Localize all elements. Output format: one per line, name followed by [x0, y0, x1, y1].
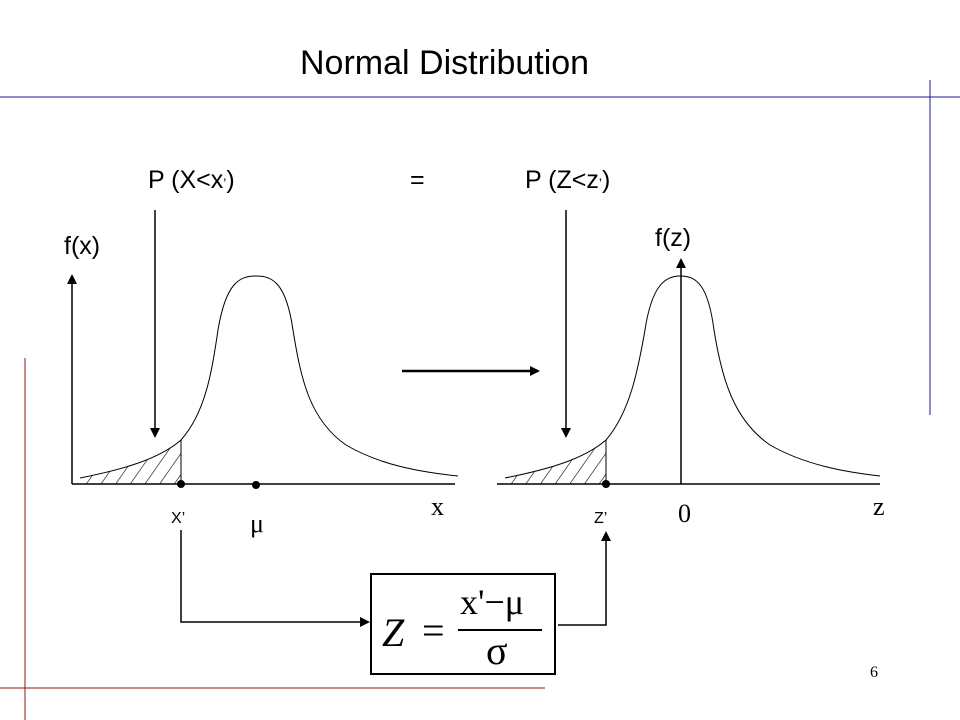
formula-denominator: σ: [486, 628, 508, 673]
left-bell-curve: [79, 275, 459, 479]
equals-sign: =: [410, 166, 425, 194]
left-y-axis-label: f(x): [64, 232, 101, 260]
mean-label: μ: [250, 509, 264, 538]
probability-x-main: P (X<x: [148, 166, 224, 194]
x-to-formula-connector: [180, 530, 370, 627]
z-prime-label: Z’: [594, 510, 608, 527]
slide-title: Normal Distribution: [300, 44, 590, 82]
formula-to-z-connector: [558, 531, 611, 626]
x-prime-point: [177, 480, 185, 488]
probability-x: P (X<x’): [148, 166, 235, 195]
right-bell-curve: [504, 275, 881, 479]
formula-numerator: x'−μ: [460, 582, 525, 622]
probability-z-prime: ’: [598, 176, 602, 191]
formula-lhs: Z: [382, 610, 405, 655]
z-prime-point: [602, 480, 610, 488]
formula-equals: =: [422, 608, 445, 653]
x-prime-label: X’: [171, 510, 186, 527]
right-x-axis-label: z: [873, 492, 885, 521]
probability-x-prime: ’: [223, 176, 227, 191]
formula-fraction-bar: [458, 629, 542, 631]
left-shaded-tail: [80, 440, 181, 484]
z-score-formula-box: Z = x'−μ σ: [370, 573, 556, 675]
probability-z-main: P (Z<z: [525, 166, 599, 194]
probability-z: P (Z<z’): [525, 166, 610, 195]
right-origin-label: 0: [678, 499, 691, 528]
right-y-axis-label: f(z): [655, 224, 692, 252]
mu-point: [252, 481, 260, 489]
probability-z-close: ): [601, 166, 611, 194]
left-x-axis-label: x: [431, 492, 444, 521]
right-shaded-tail: [505, 440, 606, 484]
page-number: 6: [870, 664, 878, 681]
probability-x-close: ): [226, 166, 235, 194]
